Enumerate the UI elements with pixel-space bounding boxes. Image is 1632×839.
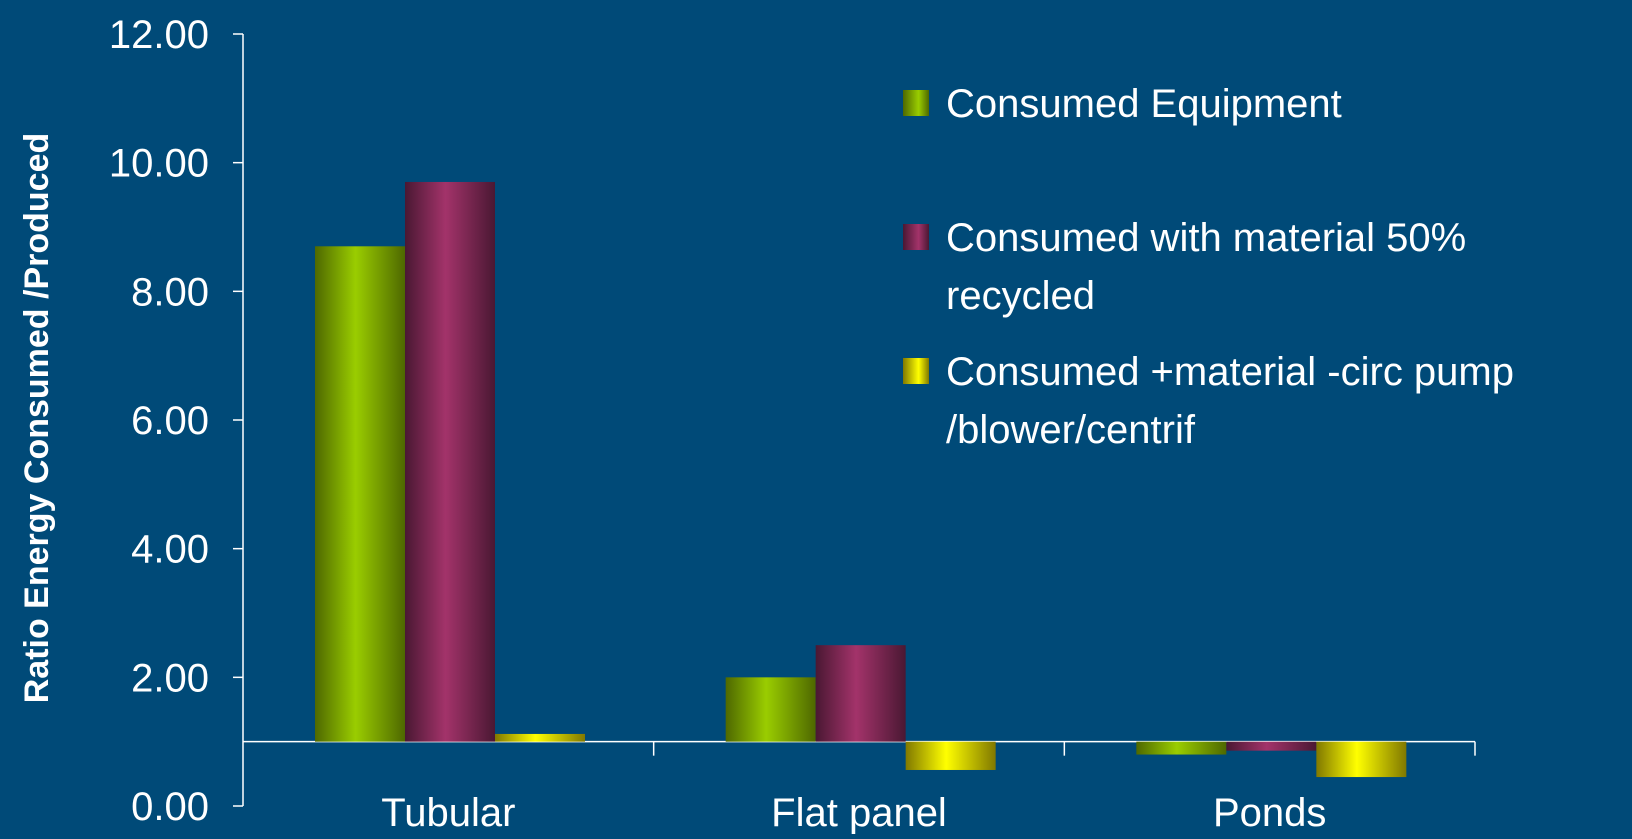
bar-ponds-series-2 <box>1226 741 1317 751</box>
y-tick-label: 2.00 <box>131 656 209 700</box>
labels: 0.00 2.00 4.00 6.00 8.00 10.00 12.00 Tubular Fla… <box>109 13 1326 835</box>
legend-label-3: /blower/centrif <box>946 408 1196 452</box>
bar-flat-panel-series-1 <box>725 677 816 742</box>
bar-flat-panel-series-2 <box>815 645 906 742</box>
y-tick-label: 6.00 <box>131 399 209 443</box>
legend-swatch-3 <box>903 358 929 384</box>
y-tick-label: 12.00 <box>109 13 209 57</box>
y-tick-label: 10.00 <box>109 142 209 186</box>
x-tick-label: Tubular <box>381 791 515 834</box>
y-tick-label: 4.00 <box>131 528 209 572</box>
legend-swatch-2 <box>903 224 929 250</box>
legend-label-1: Consumed Equipment <box>946 82 1342 126</box>
x-tick-label: Flat panel <box>771 791 947 834</box>
bar-ponds-series-3 <box>1316 741 1407 778</box>
legend: Consumed Equipment Consumed with material… <box>903 82 1514 452</box>
bar-tubular-series-2 <box>405 181 495 742</box>
bar-flat-panel-series-3 <box>905 741 996 770</box>
legend-label-3: Consumed +material -circ pump <box>946 350 1514 394</box>
y-tick-label: 8.00 <box>131 270 209 314</box>
bar-tubular-series-1 <box>315 246 405 742</box>
y-tick-label: 0.00 <box>131 785 209 829</box>
x-tick-label: Ponds <box>1213 791 1326 834</box>
bars <box>315 181 1407 778</box>
y-axis-title: Ratio Energy Consumed /Produced <box>18 133 56 704</box>
legend-label-2: Consumed with material 50% <box>946 216 1466 260</box>
legend-swatch-1 <box>903 90 929 116</box>
bar-ponds-series-1 <box>1136 741 1227 755</box>
legend-label-2: recycled <box>946 274 1095 318</box>
bar-tubular-series-3 <box>495 733 585 742</box>
